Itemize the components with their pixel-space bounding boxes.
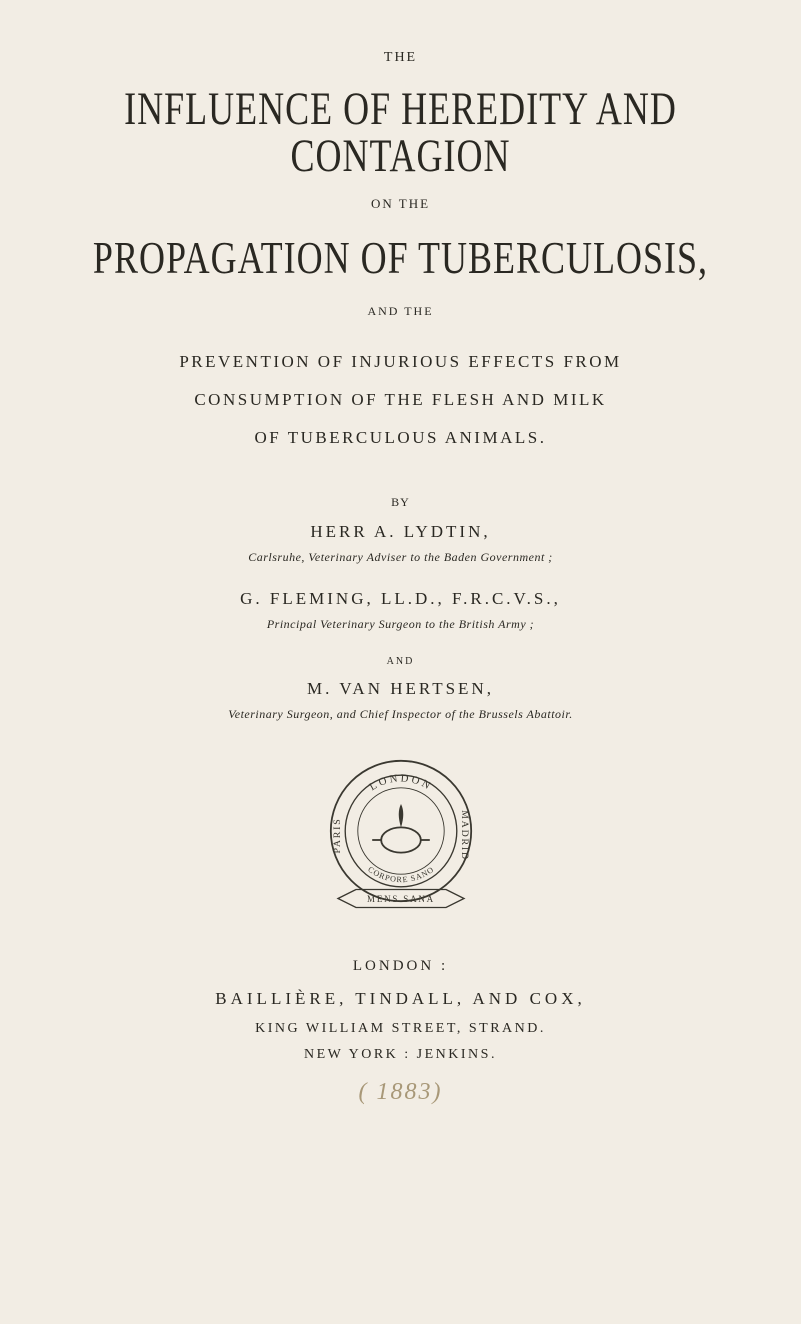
imprint-publisher: BAILLIÈRE, TINDALL, AND COX, [60,989,741,1009]
author-1-desc: Carlsruhe, Veterinary Adviser to the Bad… [60,550,741,565]
the-label: THE [60,50,741,66]
subtitle-block: PREVENTION OF INJURIOUS EFFECTS FROM CON… [60,345,741,455]
publisher-emblem: LONDON CORPORE SANO PARIS MADRID MENS SA… [311,750,491,930]
and-the-label: AND THE [60,304,741,319]
emblem-banner-text: MENS SANA [367,894,435,904]
sub-title: PROPAGATION OF TUBERCULOSIS, [60,236,741,281]
subtitle-line-1: PREVENTION OF INJURIOUS EFFECTS FROM [60,345,741,379]
svg-text:LONDON: LONDON [367,772,434,793]
author-2-desc: Principal Veterinary Surgeon to the Brit… [60,617,741,632]
on-the-label: ON THE [60,196,741,212]
author-1: HERR A. LYDTIN, Carlsruhe, Veterinary Ad… [60,522,741,565]
author-2-name: G. FLEMING, LL.D., F.R.C.V.S., [60,589,741,609]
subtitle-line-2: CONSUMPTION OF THE FLESH AND MILK [60,383,741,417]
author-3-desc: Veterinary Surgeon, and Chief Inspector … [60,707,741,722]
imprint-address: KING WILLIAM STREET, STRAND. [60,1021,741,1037]
date-stamp: ( 1883) [60,1079,741,1106]
emblem-top-text: LONDON [367,772,434,793]
and-label: AND [60,656,741,667]
emblem-right-text: MADRID [459,810,470,861]
author-2: G. FLEMING, LL.D., F.R.C.V.S., Principal… [60,589,741,632]
by-label: BY [60,495,741,510]
emblem-svg: LONDON CORPORE SANO PARIS MADRID MENS SA… [311,750,491,930]
author-3-name: M. VAN HERTSEN, [60,679,741,699]
author-3: M. VAN HERTSEN, Veterinary Surgeon, and … [60,679,741,722]
main-title: INFLUENCE OF HEREDITY AND CONTAGION [60,85,741,179]
imprint-location: LONDON : [60,958,741,975]
subtitle-line-3: OF TUBERCULOUS ANIMALS. [60,421,741,455]
imprint-ny: NEW YORK : JENKINS. [60,1047,741,1063]
title-page: THE INFLUENCE OF HEREDITY AND CONTAGION … [60,50,741,1106]
author-1-name: HERR A. LYDTIN, [60,522,741,542]
emblem-left-text: PARIS [331,817,342,853]
